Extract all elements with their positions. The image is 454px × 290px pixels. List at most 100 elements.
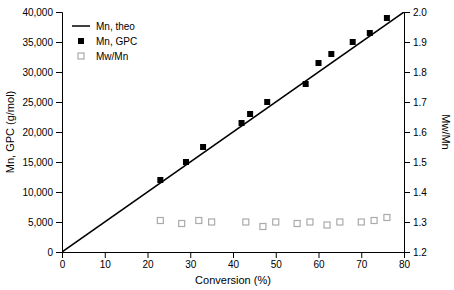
legend-swatch xyxy=(78,38,84,44)
tick-label: 35,000 xyxy=(22,37,53,48)
tick: 20 xyxy=(142,252,154,270)
tick-label: 30,000 xyxy=(22,67,53,78)
tick: 1.2 xyxy=(404,247,427,258)
tick: 5,000 xyxy=(28,217,62,228)
tick: 1.4 xyxy=(404,187,427,198)
tick-label: 2.0 xyxy=(413,7,427,18)
tick: 15,000 xyxy=(22,157,62,168)
point xyxy=(350,39,356,45)
point xyxy=(324,222,330,228)
tick-label: 5,000 xyxy=(28,217,53,228)
tick-label: 1.3 xyxy=(413,217,427,228)
point xyxy=(303,81,309,87)
tick-mark xyxy=(404,72,410,73)
y-axis: 0 5,000 10,000 15,000 20,000 25,000 30,000 35,0… xyxy=(22,7,62,258)
point xyxy=(247,111,253,117)
tick-mark xyxy=(404,252,410,253)
point xyxy=(384,15,390,21)
tick-mark xyxy=(404,222,410,223)
tick: 1.5 xyxy=(404,157,427,168)
tick-label: 30 xyxy=(185,259,197,270)
tick-mark xyxy=(404,102,410,103)
tick-mark xyxy=(404,192,410,193)
tick: 10 xyxy=(100,252,112,270)
tick: 1.9 xyxy=(404,37,427,48)
tick-label: 40,000 xyxy=(22,7,53,18)
tick-mark xyxy=(233,252,234,258)
tick-label: 1.6 xyxy=(413,127,427,138)
point xyxy=(157,218,163,224)
tick: 20,000 xyxy=(22,127,62,138)
tick-mark xyxy=(56,102,62,103)
tick-label: 25,000 xyxy=(22,97,53,108)
point xyxy=(358,219,364,225)
tick: 30 xyxy=(185,252,197,270)
tick: 25,000 xyxy=(22,97,62,108)
tick: 60 xyxy=(313,252,325,270)
tick-label: 0 xyxy=(47,247,53,258)
tick-mark xyxy=(105,252,106,258)
point xyxy=(273,219,279,225)
point xyxy=(209,219,215,225)
tick-label: 70 xyxy=(356,259,368,270)
tick-mark xyxy=(404,132,410,133)
tick: 1.7 xyxy=(404,97,427,108)
point xyxy=(183,159,189,165)
legend-swatch xyxy=(72,25,90,27)
tick-mark xyxy=(404,42,410,43)
tick-label: 10,000 xyxy=(22,187,53,198)
point xyxy=(196,218,202,224)
tick-mark xyxy=(148,252,149,258)
axis-line xyxy=(63,253,405,259)
point xyxy=(239,120,245,126)
tick: 50 xyxy=(271,252,283,270)
tick-label: 0 xyxy=(60,259,66,270)
point xyxy=(200,144,206,150)
tick-mark xyxy=(56,252,62,253)
legend-item: Mw/Mn xyxy=(78,51,128,62)
x-axis-title: Conversion (%) xyxy=(195,274,271,286)
tick: 40,000 xyxy=(22,7,62,18)
tick-mark xyxy=(56,192,62,193)
tick: 40 xyxy=(228,252,240,270)
tick-label: 10 xyxy=(100,259,112,270)
legend-swatch xyxy=(78,53,84,59)
tick-label: 60 xyxy=(313,259,325,270)
chart: 0 10 20 30 40 50 60 70 80 0 5,000 10,000 15,000 20,00… xyxy=(0,0,454,290)
tick-mark xyxy=(404,162,410,163)
tick-mark xyxy=(56,222,62,223)
tick-label: 20 xyxy=(142,259,154,270)
tick-mark xyxy=(56,72,62,73)
tick-mark xyxy=(361,252,362,258)
tick: 80 xyxy=(399,252,411,270)
tick-label: 1.4 xyxy=(413,187,427,198)
point xyxy=(384,215,390,221)
tick-mark xyxy=(190,252,191,258)
axis-line xyxy=(405,13,411,253)
tick: 70 xyxy=(356,252,368,270)
point xyxy=(260,224,266,230)
tick: 35,000 xyxy=(22,37,62,48)
point xyxy=(243,219,249,225)
tick-label: 1.7 xyxy=(413,97,427,108)
tick-label: 1.2 xyxy=(413,247,427,258)
legend: Mn, theoMn, GPCMw/Mn xyxy=(72,21,137,62)
point xyxy=(179,221,185,227)
legend-label: Mw/Mn xyxy=(96,51,128,62)
tick-mark xyxy=(56,162,62,163)
tick: 1.6 xyxy=(404,127,427,138)
tick: 0 xyxy=(47,247,62,258)
tick: 2.0 xyxy=(404,7,427,18)
tick-mark xyxy=(276,252,277,258)
axis-line xyxy=(56,13,63,253)
y-axis-title: Mn, GPC (g/mol) xyxy=(4,91,16,174)
x-axis: 0 10 20 30 40 50 60 70 80 xyxy=(60,252,411,270)
tick-mark xyxy=(56,12,62,13)
tick: 10,000 xyxy=(22,187,62,198)
tick-label: 1.8 xyxy=(413,67,427,78)
tick-label: 40 xyxy=(228,259,240,270)
tick-mark xyxy=(56,132,62,133)
tick-label: 1.5 xyxy=(413,157,427,168)
tick-label: 15,000 xyxy=(22,157,53,168)
point xyxy=(328,51,334,57)
